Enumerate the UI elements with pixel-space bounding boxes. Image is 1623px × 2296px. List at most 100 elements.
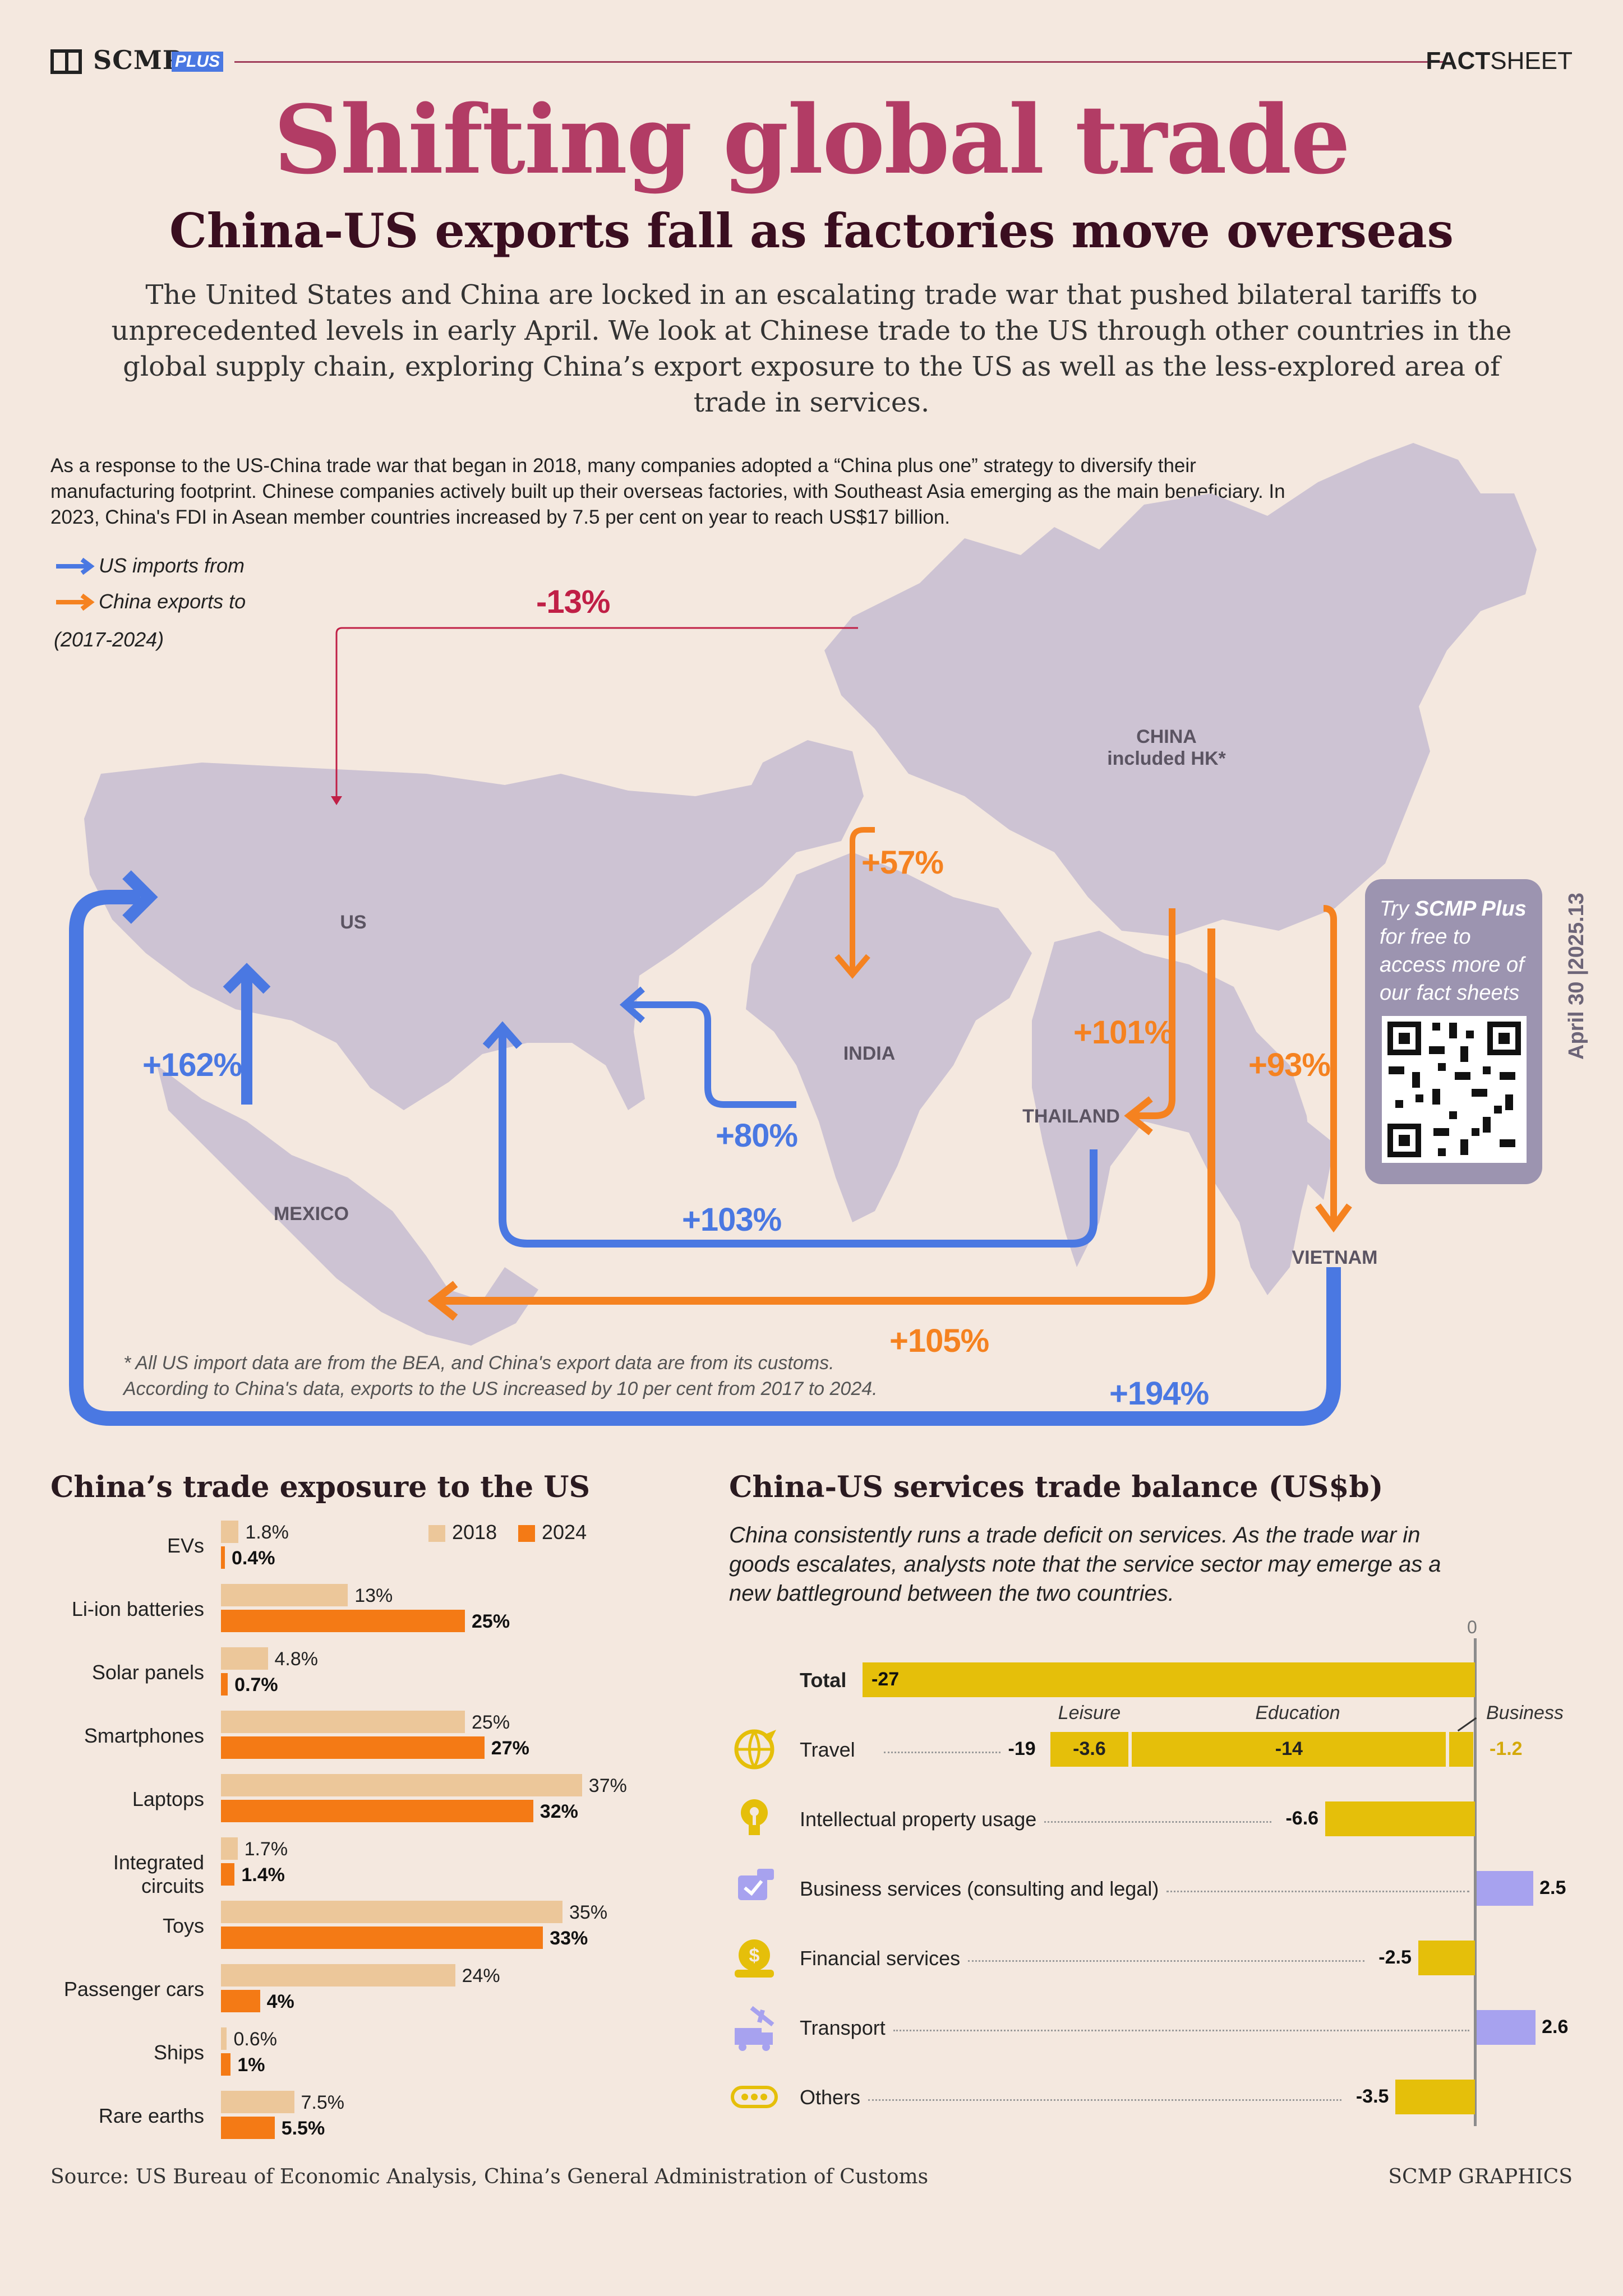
bar-2018 (221, 1774, 582, 1796)
money-gear-icon: $ (735, 1939, 774, 1978)
country-label-china: CHINA included HK* (1082, 726, 1251, 770)
bar-2024 (221, 1927, 543, 1949)
services-value: 2.6 (1542, 2016, 1569, 2038)
services-category-label: Travel (800, 1738, 855, 1761)
flow-us-india: +80% (716, 1117, 798, 1154)
value-2024: 25% (472, 1611, 510, 1632)
leader-dots (1044, 1821, 1272, 1823)
services-value: -19 (1008, 1738, 1036, 1759)
header-rule (234, 61, 1446, 63)
exposure-category-label: Li-ion batteries (71, 1597, 204, 1620)
travel-segment-value: -3.6 (1073, 1738, 1106, 1759)
value-2018: 24% (462, 1965, 500, 1987)
flow-china-thailand: +101% (1073, 1014, 1173, 1051)
exposure-category-label: EVs (167, 1534, 204, 1557)
services-bar (1477, 2010, 1536, 2045)
services-title: China-US services trade balance (US$b) (729, 1470, 1384, 1504)
exposure-category-label: Toys (162, 1914, 204, 1937)
value-2018: 4.8% (274, 1648, 319, 1670)
services-description: China consistently runs a trade deficit … (729, 1523, 1441, 1606)
promo-brand: SCMP Plus (1414, 897, 1527, 921)
bar-2024 (221, 1546, 225, 1569)
exposure-title: China’s trade exposure to the US (50, 1470, 591, 1504)
china-to-us-arrowhead (331, 796, 342, 805)
services-category-label: Intellectual property usage (800, 1808, 1037, 1831)
value-2024: 0.7% (234, 1674, 278, 1696)
exposure-category-label: Laptops (132, 1787, 204, 1810)
country-label-india: INDIA (843, 1043, 896, 1064)
legend-period: (2017-2024) (54, 628, 164, 651)
country-label-vietnam: VIETNAM (1292, 1247, 1378, 1268)
services-category-label: Others (800, 2086, 861, 2109)
bar-2024 (221, 1673, 228, 1696)
china-to-vietnam-arrow (1323, 905, 1337, 1222)
footnote-line2: According to China's data, exports to th… (123, 1378, 878, 1399)
factsheet-bold: FACT (1426, 47, 1491, 75)
services-category-label: Total (800, 1669, 847, 1692)
travel-segment-name: Leisure (1058, 1702, 1121, 1724)
services-bar (1418, 1941, 1475, 1975)
value-2024: 5.5% (281, 2118, 325, 2139)
legend-us-imports: US imports from (99, 554, 245, 577)
travel-segment-bar (1050, 1732, 1129, 1767)
us-from-thailand-arrowhead (482, 1021, 523, 1049)
map-description: As a response to the US-China trade war … (50, 455, 1285, 528)
exposure-category-label: Solar panels (91, 1661, 204, 1684)
us-shape (84, 763, 813, 1110)
china-to-thailand-arrowhead (1124, 1096, 1153, 1135)
exposure-category-label: Integrated circuits (113, 1851, 204, 1897)
value-2018: 37% (588, 1775, 627, 1796)
flow-us-vietnam: +194% (1109, 1375, 1209, 1412)
travel-segment-bar (1132, 1732, 1446, 1767)
map-footnote: * All US import data are from the BEA, a… (123, 1350, 878, 1402)
china-to-thailand-arrow (1133, 908, 1175, 1119)
legend-2024-label: 2024 (542, 1521, 587, 1544)
bar-2018 (221, 1837, 238, 1860)
legend-2018-label: 2018 (452, 1521, 497, 1544)
bar-2018 (221, 2091, 294, 2113)
china-label-line1: CHINA (1136, 726, 1197, 747)
flow-china-mexico: +105% (889, 1323, 989, 1359)
exposure-category-label: Ships (153, 2041, 204, 2064)
checklist-chat-icon (738, 1869, 774, 1900)
value-2024: 1.4% (241, 1864, 285, 1886)
us-from-thailand-arrow (499, 1032, 1098, 1248)
value-2018: 7.5% (301, 2092, 345, 2113)
leader-dots (1166, 1891, 1469, 1892)
legend-china-exports: China exports to (99, 590, 246, 613)
bar-2018 (221, 1711, 465, 1733)
qr-code-icon[interactable] (1382, 1016, 1527, 1163)
us-from-vietnam-arrow (69, 890, 1341, 1426)
china-label-line2: included HK* (1107, 748, 1226, 769)
leader-dots (884, 1752, 1000, 1753)
land-masses (84, 443, 1537, 1346)
services-value: -2.5 (1378, 1947, 1412, 1968)
bar-2024 (221, 2117, 275, 2139)
value-2018: 1.7% (244, 1838, 288, 1860)
intro-text: The United States and China are locked i… (111, 279, 1512, 418)
china-shape (824, 443, 1537, 936)
bar-2018 (221, 1901, 562, 1923)
us-from-mexico-arrowhead (223, 963, 271, 994)
leader-dots (893, 2030, 1469, 2031)
graphics-credit: SCMP GRAPHICS (1388, 2165, 1573, 2188)
flow-china-us: -13% (536, 584, 610, 620)
services-bar (863, 1662, 1475, 1697)
travel-segment-name: Business (1486, 1702, 1564, 1724)
zero-axis (1474, 1638, 1477, 2126)
bar-2024 (221, 1610, 465, 1632)
bar-2024 (221, 1990, 260, 2012)
value-2024: 32% (540, 1801, 578, 1822)
services-value: -6.6 (1285, 1808, 1319, 1829)
country-label-mexico: MEXICO (273, 1203, 349, 1225)
leader-dots (968, 1960, 1364, 1962)
leader-dots (868, 2099, 1342, 2101)
services-category-label: Transport (800, 2016, 886, 2039)
us-from-india-arrow (628, 1001, 796, 1108)
source-note: Source: US Bureau of Economic Analysis, … (50, 2165, 929, 2188)
scmp-logo-icon (50, 49, 82, 74)
country-label-us: US (340, 912, 367, 933)
us-from-vietnam-arrowhead (122, 870, 158, 924)
value-2024: 4% (266, 1991, 294, 2012)
